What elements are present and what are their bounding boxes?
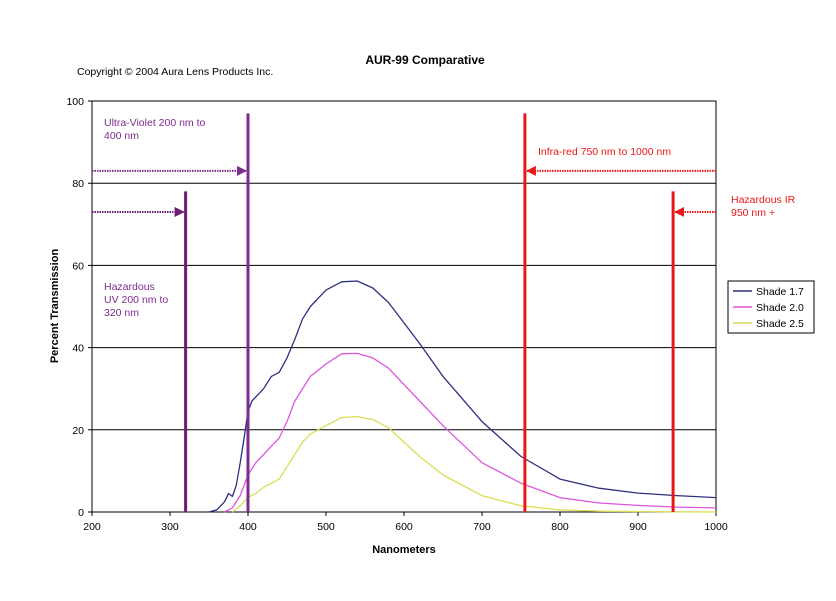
gridlines [92, 182, 716, 431]
x-tick-label-1000: 1000 [704, 521, 728, 533]
series-line-shade-2-5 [231, 415, 717, 513]
y-ticks: 0 20 40 60 80 100 [66, 96, 92, 519]
legend-box [727, 280, 815, 334]
y-tick-label-60: 60 [72, 260, 84, 272]
series-line-shade-2-0 [224, 352, 717, 513]
x-tick-label-700: 700 [473, 521, 491, 533]
x-tick-label-300: 300 [161, 521, 179, 533]
x-tick-label-500: 500 [317, 521, 335, 533]
legend-label-shade-2-0: Shade 2.0 [756, 302, 804, 314]
annotation-hazardous-ir: Hazardous IR 950 nm + [731, 194, 798, 219]
x-tick-label-200: 200 [83, 521, 101, 533]
annotation-hazardous-uv: Hazardous UV 200 nm to 320 nm [104, 281, 171, 319]
y-tick-label-100: 100 [66, 96, 84, 108]
series-lines [208, 280, 717, 513]
range-arrows [92, 165, 716, 217]
series-line-shade-1-7 [208, 280, 717, 513]
y-tick-label-20: 20 [72, 425, 84, 437]
x-tick-label-800: 800 [551, 521, 569, 533]
x-ticks: 200 300 400 500 600 700 800 900 1000 [83, 512, 728, 533]
marker-lines [184, 113, 675, 512]
annotation-infrared: Infra-red 750 nm to 1000 nm [538, 146, 671, 158]
y-tick-label-80: 80 [72, 178, 84, 190]
y-tick-label-0: 0 [78, 507, 84, 519]
legend: Shade 1.7 Shade 2.0 Shade 2.5 [727, 280, 815, 334]
legend-label-shade-1-7: Shade 1.7 [756, 286, 804, 298]
chart-title: AUR-99 Comparative [365, 53, 485, 67]
x-tick-label-900: 900 [629, 521, 647, 533]
plot-area [91, 100, 717, 513]
annotation-uv: Ultra-Violet 200 nm to 400 nm [104, 117, 208, 142]
copyright-text: Copyright © 2004 Aura Lens Products Inc. [77, 66, 273, 78]
y-tick-label-40: 40 [72, 343, 84, 355]
x-axis-label: Nanometers [372, 544, 436, 556]
x-tick-label-600: 600 [395, 521, 413, 533]
legend-label-shade-2-5: Shade 2.5 [756, 318, 804, 330]
y-axis-label: Percent Transmission [49, 249, 61, 364]
x-tick-label-400: 400 [239, 521, 257, 533]
